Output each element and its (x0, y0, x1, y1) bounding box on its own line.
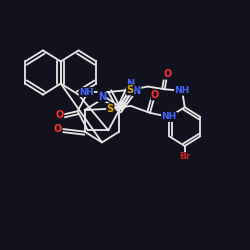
Text: S: S (107, 104, 114, 114)
Text: O: O (56, 110, 64, 120)
Text: S: S (126, 85, 134, 95)
Text: N: N (98, 92, 106, 102)
Text: O: O (151, 90, 159, 100)
Text: O: O (54, 124, 62, 134)
Text: Br: Br (179, 152, 190, 162)
Text: NH: NH (79, 88, 94, 96)
Text: NH: NH (174, 86, 190, 95)
Text: NH: NH (162, 112, 177, 122)
Text: O: O (163, 69, 172, 79)
Text: N: N (132, 86, 141, 96)
Text: N: N (126, 78, 134, 88)
